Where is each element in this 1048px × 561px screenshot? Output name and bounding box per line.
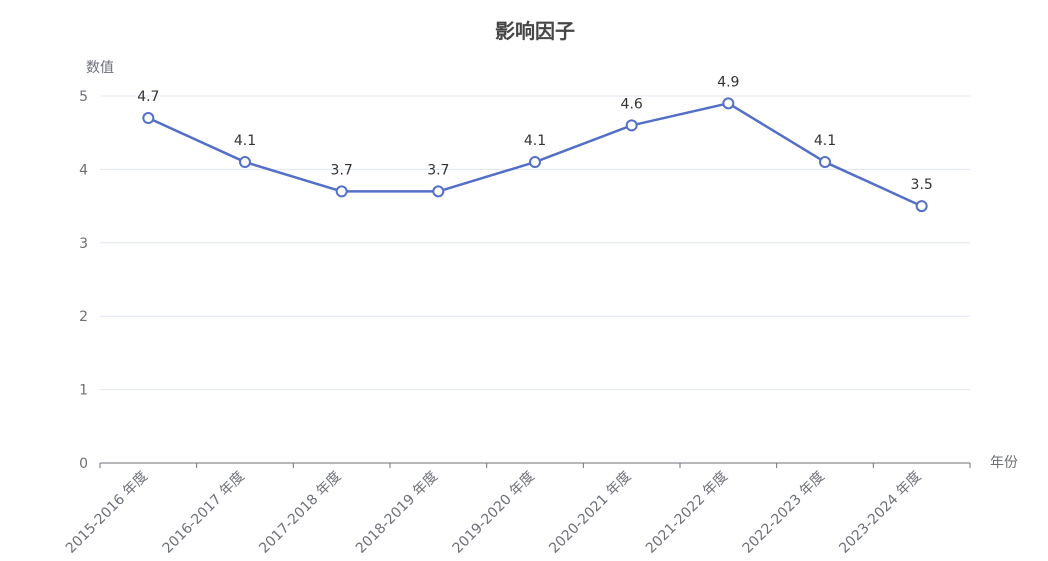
- x-axis: [99, 462, 971, 468]
- data-point[interactable]: [142, 112, 155, 125]
- data-label: 4.7: [137, 89, 159, 105]
- data-label: 4.1: [524, 133, 546, 149]
- y-tick-label: 0: [79, 456, 88, 472]
- series-layer: [142, 97, 928, 213]
- x-axis-ticks: 2015-2016 年度 2016-2017 年度 2017-2018 年度 2018…: [63, 469, 925, 557]
- data-point[interactable]: [239, 156, 251, 169]
- x-tick-label: 2016-2017 年度: [160, 469, 248, 557]
- x-tick-label: 2020-2021 年度: [546, 469, 634, 557]
- data-labels: 4.7 4.1 3.7 3.7 4.1 4.6 4.9 4.1 3.5: [137, 74, 933, 193]
- series-line: [147, 102, 923, 208]
- data-label: 4.6: [621, 96, 643, 112]
- data-label: 3.7: [331, 162, 353, 178]
- x-tick-label: 2018-2019 年度: [353, 469, 441, 557]
- data-point[interactable]: [335, 185, 348, 198]
- x-tick-label: 2017-2018 年度: [256, 469, 344, 557]
- data-label: 4.1: [234, 133, 256, 149]
- data-label: 4.9: [717, 74, 739, 90]
- y-axis-ticks: 0 1 2 3 4 5: [79, 89, 88, 472]
- data-point[interactable]: [722, 97, 735, 110]
- data-point[interactable]: [432, 185, 445, 198]
- data-point[interactable]: [625, 119, 638, 132]
- data-point[interactable]: [529, 156, 541, 169]
- y-axis-name: 数值: [86, 60, 114, 76]
- y-tick-label: 3: [79, 236, 88, 252]
- data-label: 3.5: [911, 177, 933, 193]
- x-tick-label: 2022-2023 年度: [740, 469, 828, 557]
- data-point[interactable]: [819, 156, 831, 169]
- data-label: 4.1: [814, 133, 836, 149]
- x-tick-label: 2019-2020 年度: [450, 469, 538, 557]
- x-axis-name: 年份: [990, 455, 1018, 471]
- data-point[interactable]: [915, 200, 928, 213]
- chart-title: 影响因子: [495, 19, 575, 43]
- grid-lines: [100, 95, 970, 391]
- y-tick-label: 2: [79, 309, 88, 325]
- y-tick-label: 4: [79, 162, 88, 178]
- x-tick-label: 2021-2022 年度: [643, 469, 731, 557]
- data-label: 3.7: [427, 162, 449, 178]
- x-tick-label: 2015-2016 年度: [63, 469, 151, 557]
- x-tick-label: 2023-2024 年度: [836, 469, 924, 557]
- y-tick-label: 1: [79, 383, 88, 399]
- y-tick-label: 5: [79, 89, 88, 105]
